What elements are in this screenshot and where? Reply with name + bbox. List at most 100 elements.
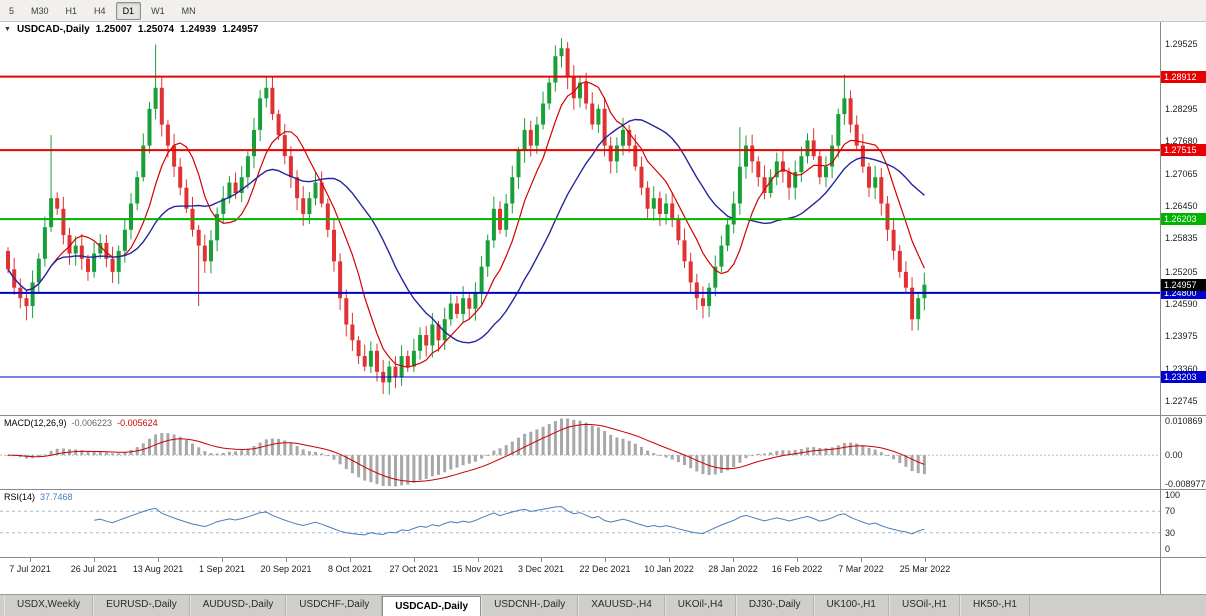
date-label: 28 Jan 2022 — [708, 564, 758, 574]
current-price-tag: 1.24957 — [1161, 279, 1206, 291]
date-tick — [733, 558, 734, 562]
price-tick-label: 1.22745 — [1165, 396, 1198, 406]
timeframe-button-H4[interactable]: H4 — [94, 5, 106, 16]
macd-signal-value: -0.005624 — [117, 418, 158, 428]
date-tick — [414, 558, 415, 562]
date-label: 20 Sep 2021 — [260, 564, 312, 574]
ma-fast-line — [7, 80, 925, 368]
date-tick — [350, 558, 351, 562]
price-tick-label: 1.28295 — [1165, 104, 1198, 114]
timeframe-button-H1[interactable]: H1 — [65, 5, 78, 16]
date-label: 7 Mar 2022 — [838, 564, 884, 574]
candlestick-series — [6, 38, 927, 395]
horizontal-level-lines[interactable] — [0, 75, 1160, 378]
chart-tab-bar: USDX,Weekly EURUSD-,Daily AUDUSD-,Daily USD… — [0, 594, 1206, 616]
chart-symbol-dropdown-icon[interactable]: ▼ — [4, 26, 11, 33]
price-tick-label: 1.24590 — [1165, 299, 1198, 309]
chart-tab-uk100-h1[interactable]: UK100-,H1 — [813, 595, 889, 616]
rsi-panel-row: RSI(14) 37.7468 100 70 30 0 — [0, 490, 1206, 558]
date-label: 10 Jan 2022 — [644, 564, 694, 574]
timeframe-button-D1[interactable]: D1 — [115, 1, 142, 20]
chart-tab-usdcad-daily[interactable]: USDCAD-,Daily — [382, 596, 482, 616]
date-tick — [541, 558, 542, 562]
chart-tab-usdcnh-daily[interactable]: USDCNH-,Daily — [481, 595, 579, 616]
main-chart-row: ▼ USDCAD-,Daily 1.25007 1.25074 1.24939 … — [0, 22, 1206, 416]
chart-tab-hk50-h1[interactable]: HK50-,H1 — [959, 595, 1030, 616]
date-label: 3 Dec 2021 — [517, 564, 565, 574]
rsi-tick-label: 100 — [1165, 490, 1181, 500]
macd-plot[interactable]: MACD(12,26,9) -0.006223 -0.005624 — [0, 416, 1160, 489]
price-tick-label: 1.27065 — [1165, 169, 1198, 179]
timeframe-button-W1[interactable]: W1 — [151, 5, 165, 16]
date-label: 16 Feb 2022 — [771, 564, 823, 574]
date-label: 8 Oct 2021 — [327, 564, 373, 574]
price-level-tag: 1.28912 — [1161, 71, 1206, 83]
chart-tab-ukoil-h4[interactable]: UKOil-,H4 — [664, 595, 736, 616]
timeframe-button-5[interactable]: 5 — [9, 5, 15, 16]
ohlc-high: 1.25074 — [137, 24, 175, 35]
date-label: 7 Jul 2021 — [9, 564, 51, 574]
date-axis-row: 7 Jul 2021 26 Jul 2021 13 Aug 2021 1 Sep 20… — [0, 558, 1206, 594]
candlestick-chart[interactable] — [0, 22, 1160, 415]
timeframe-button-M30[interactable]: M30 — [31, 5, 49, 16]
date-tick — [797, 558, 798, 562]
date-label: 15 Nov 2021 — [452, 564, 504, 574]
timeframe-toolbar: 5 M30 H1 H4 D1 W1 MN — [0, 0, 1206, 22]
date-tick — [222, 558, 223, 562]
rsi-axis: 100 70 30 0 — [1160, 490, 1206, 557]
chart-symbol-label: USDCAD-,Daily — [16, 24, 90, 35]
date-label: 13 Aug 2021 — [132, 564, 184, 574]
chart-tab-usdchf-daily[interactable]: USDCHF-,Daily — [286, 595, 383, 616]
chart-tab-usoil-h1[interactable]: USOil-,H1 — [888, 595, 960, 616]
timeframe-button-MN[interactable]: MN — [181, 5, 196, 16]
rsi-chart[interactable] — [0, 490, 1160, 557]
rsi-header: RSI(14) 37.7468 — [4, 492, 73, 502]
price-tick-label: 1.26450 — [1165, 201, 1198, 211]
rsi-label: RSI(14) — [4, 492, 36, 502]
ohlc-low: 1.24939 — [180, 24, 217, 35]
macd-signal-line — [7, 423, 925, 483]
macd-header: MACD(12,26,9) -0.006223 -0.005624 — [4, 418, 158, 428]
ohlc-close: 1.24957 — [222, 24, 259, 35]
rsi-value: 37.7468 — [40, 492, 73, 502]
macd-tick-label: -0.008977 — [1165, 479, 1206, 489]
chart-tab-audusd-daily[interactable]: AUDUSD-,Daily — [189, 595, 287, 616]
ohlc-header: ▼ USDCAD-,Daily 1.25007 1.25074 1.24939 … — [4, 24, 258, 35]
macd-axis: 0.010869 0.00 -0.008977 — [1160, 416, 1206, 489]
price-tick-label: 1.23360 — [1165, 364, 1198, 374]
date-tick — [158, 558, 159, 562]
date-axis: 7 Jul 2021 26 Jul 2021 13 Aug 2021 1 Sep 20… — [0, 558, 1160, 594]
date-label: 1 Sep 2021 — [198, 564, 246, 574]
ohlc-open: 1.25007 — [95, 24, 132, 35]
date-tick — [286, 558, 287, 562]
main-chart-plot[interactable]: ▼ USDCAD-,Daily 1.25007 1.25074 1.24939 … — [0, 22, 1160, 415]
date-tick — [861, 558, 862, 562]
axis-corner — [1160, 558, 1206, 594]
date-tick — [605, 558, 606, 562]
chart-tab-usdx-weekly[interactable]: USDX,Weekly — [4, 595, 94, 616]
price-level-tag: 1.27515 — [1161, 144, 1206, 156]
date-label: 27 Oct 2021 — [389, 564, 439, 574]
price-axis: 1.29525 1.28295 1.27680 1.27065 1.26450 1.258… — [1160, 22, 1206, 415]
price-tick-label: 1.27680 — [1165, 136, 1198, 146]
date-label: 22 Dec 2021 — [579, 564, 631, 574]
macd-chart[interactable] — [0, 416, 1160, 489]
price-tick-label: 1.25205 — [1165, 267, 1198, 277]
macd-tick-label: 0.00 — [1165, 450, 1183, 460]
chart-tab-dj30-daily[interactable]: DJ30-,Daily — [735, 595, 814, 616]
rsi-line — [94, 506, 925, 536]
date-tick — [30, 558, 31, 562]
rsi-tick-label: 70 — [1165, 506, 1176, 516]
price-level-tag: 1.23203 — [1161, 371, 1206, 383]
chart-tab-xauusd-h4[interactable]: XAUUSD-,H4 — [578, 595, 665, 616]
rsi-tick-label: 30 — [1165, 528, 1176, 538]
date-label: 25 Mar 2022 — [899, 564, 951, 574]
macd-panel-row: MACD(12,26,9) -0.006223 -0.005624 0.0108… — [0, 416, 1206, 490]
macd-label: MACD(12,26,9) — [4, 418, 67, 428]
rsi-tick-label: 0 — [1165, 544, 1171, 554]
price-level-tag: 1.26203 — [1161, 213, 1206, 225]
price-tick-label: 1.25835 — [1165, 233, 1198, 243]
chart-tab-eurusd-daily[interactable]: EURUSD-,Daily — [93, 595, 190, 616]
rsi-plot[interactable]: RSI(14) 37.7468 — [0, 490, 1160, 557]
